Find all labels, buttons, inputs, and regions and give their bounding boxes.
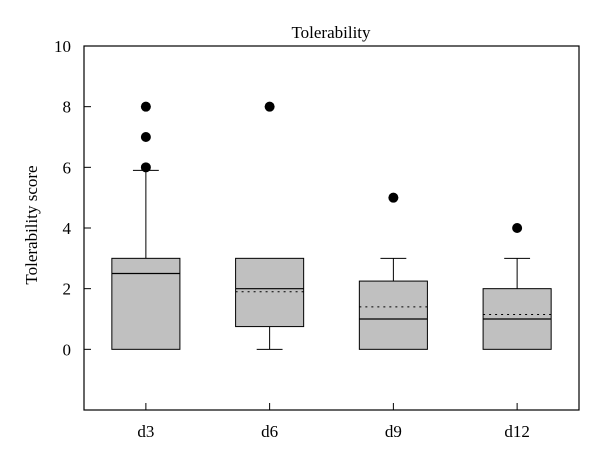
y-tick-label: 2 — [63, 280, 72, 299]
outlier-point — [512, 223, 523, 233]
outlier-point — [140, 162, 151, 173]
box-iqr — [235, 257, 305, 328]
y-tick-label: 4 — [63, 219, 72, 238]
box-d9 — [358, 192, 428, 350]
y-axis-title: Tolerability score — [22, 165, 41, 284]
boxes-layer — [111, 101, 552, 350]
x-tick-label: d3 — [137, 422, 154, 441]
x-tick-label: d12 — [504, 422, 530, 441]
box-iqr — [358, 280, 428, 350]
outlier-point — [388, 192, 399, 203]
y-axis: 0 2 4 6 8 10 — [54, 37, 91, 359]
x-tick-label: d9 — [385, 422, 402, 441]
outlier-point — [140, 132, 151, 142]
chart-title: Tolerability — [291, 23, 371, 42]
outlier-point — [140, 101, 151, 112]
x-tick-label: d6 — [261, 422, 278, 441]
outlier-point — [264, 101, 275, 112]
y-tick-label: 8 — [63, 98, 72, 117]
y-tick-label: 10 — [54, 37, 71, 56]
box-d6 — [235, 101, 305, 350]
y-tick-label: 6 — [63, 158, 72, 177]
box-iqr — [111, 257, 181, 350]
y-tick-label: 0 — [63, 340, 72, 359]
box-d3 — [111, 101, 181, 350]
box-d12 — [482, 223, 552, 350]
x-axis: d3 d6 d9 d12 — [137, 403, 530, 441]
plot-frame — [83, 45, 580, 411]
